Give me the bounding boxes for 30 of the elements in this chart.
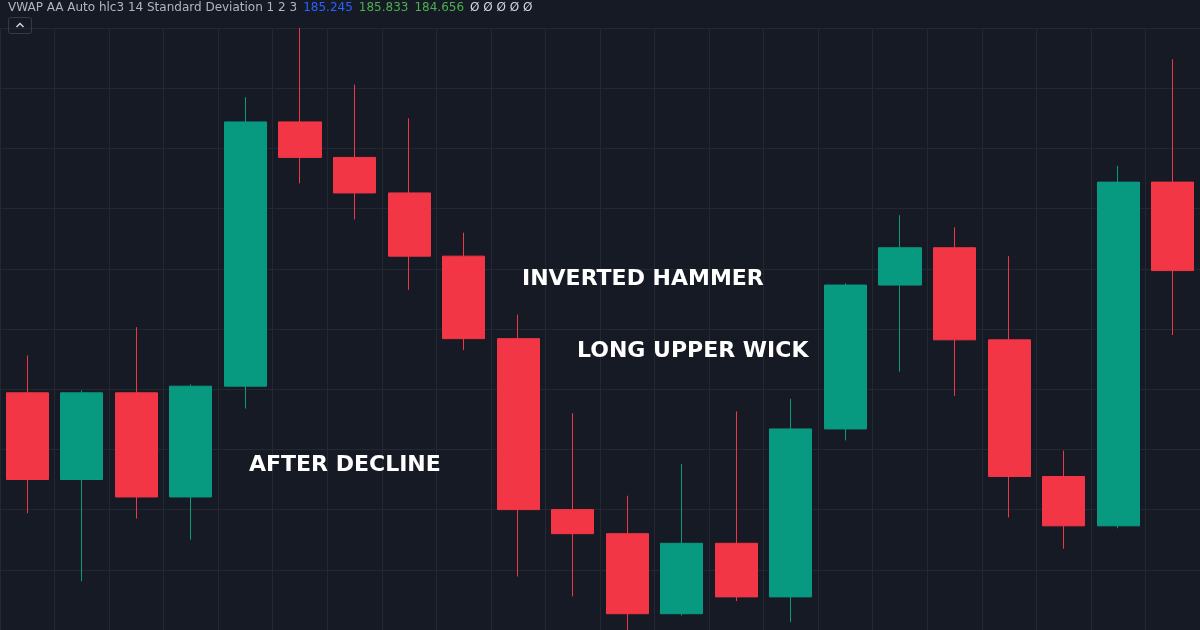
candlestick <box>6 354 49 514</box>
candlestick <box>606 495 649 630</box>
candlestick <box>715 410 758 602</box>
annotation: INVERTED HAMMER <box>522 265 764 290</box>
candlestick <box>169 383 212 541</box>
candlestick <box>1097 165 1140 529</box>
candlestick <box>660 463 703 617</box>
candlestick <box>1042 450 1085 550</box>
candlestick <box>442 232 485 351</box>
candlestick <box>388 117 431 291</box>
candlestick <box>988 255 1031 518</box>
candlestick <box>278 27 322 184</box>
candlestick <box>497 314 540 577</box>
candlestick <box>878 214 922 373</box>
text: 185.833 <box>358 0 409 14</box>
candlestick <box>60 389 103 582</box>
text: 185.245 <box>303 0 353 14</box>
candlestick <box>824 282 867 441</box>
annotation: AFTER DECLINE <box>249 451 441 476</box>
candlestick <box>115 326 158 520</box>
text: 184.656 <box>414 0 465 14</box>
candlestick <box>551 412 594 597</box>
annotation: LONG UPPER WICK <box>577 337 809 362</box>
candlestick <box>333 84 376 220</box>
candlestick <box>933 226 976 397</box>
text: VWAP AA Auto hlc3 14 Standard Deviation 1 2 3 <box>8 0 298 14</box>
candlestick <box>224 96 267 409</box>
text: Ø Ø Ø Ø Ø <box>470 0 533 14</box>
candlestick <box>769 398 812 623</box>
candlestick <box>1151 58 1194 336</box>
